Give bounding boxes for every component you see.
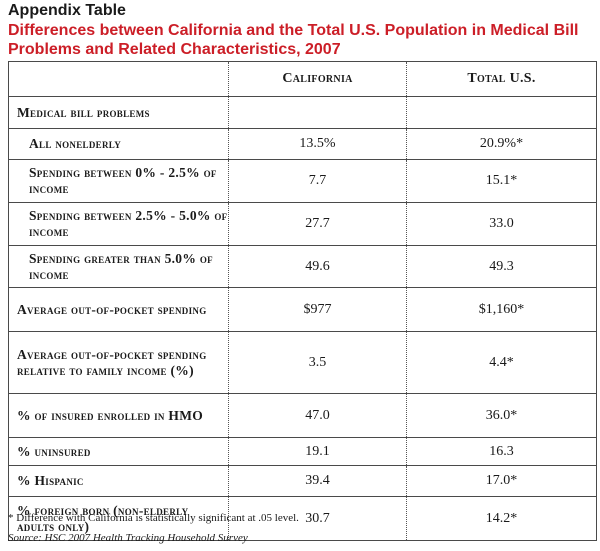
total-us-value: 16.3 bbox=[406, 437, 597, 466]
page-header: Appendix Table Differences between Calif… bbox=[8, 2, 598, 59]
table-row: Spending between 0% - 2.5% of income 7.7… bbox=[8, 159, 597, 203]
row-label: All nonelderly bbox=[8, 128, 229, 160]
total-us-value: $1,160* bbox=[406, 287, 597, 332]
header-empty-cell bbox=[8, 61, 229, 97]
california-value: 39.4 bbox=[228, 465, 407, 497]
row-label: Average out-of-pocket spending bbox=[8, 287, 229, 332]
total-us-value bbox=[406, 96, 597, 129]
row-label: % foreign born (non-elderly adults only) bbox=[8, 496, 229, 541]
total-us-value: 36.0* bbox=[406, 393, 597, 438]
table-row: Average out-of-pocket spending relative … bbox=[8, 331, 597, 394]
source-note: Source: HSC 2007 Health Tracking Househo… bbox=[8, 532, 248, 544]
table-title: Differences between California and the T… bbox=[8, 22, 579, 58]
appendix-label: Appendix Table bbox=[8, 2, 126, 19]
data-table: California Total U.S. Medical bill probl… bbox=[8, 61, 597, 541]
total-us-value: 14.2* bbox=[406, 496, 597, 541]
table-row: Spending greater than 5.0% of income 49.… bbox=[8, 245, 597, 288]
total-us-value: 20.9%* bbox=[406, 128, 597, 160]
column-header-california: California bbox=[228, 61, 407, 97]
california-value: 19.1 bbox=[228, 437, 407, 466]
table-row: % of insured enrolled in HMO 47.0 36.0* bbox=[8, 393, 597, 438]
california-value: 30.7 bbox=[228, 496, 407, 541]
table-row: Medical bill problems bbox=[8, 96, 597, 129]
california-value: 3.5 bbox=[228, 331, 407, 394]
california-value: 27.7 bbox=[228, 202, 407, 246]
row-label: Spending greater than 5.0% of income bbox=[8, 245, 229, 288]
total-us-value: 4.4* bbox=[406, 331, 597, 394]
row-label: % of insured enrolled in HMO bbox=[8, 393, 229, 438]
row-label: % Hispanic bbox=[8, 465, 229, 497]
total-us-value: 15.1* bbox=[406, 159, 597, 203]
table-row: % foreign born (non-elderly adults only)… bbox=[8, 496, 597, 541]
row-label: Medical bill problems bbox=[8, 96, 229, 129]
significance-footnote: * Difference with California is statisti… bbox=[8, 512, 299, 524]
california-value: 13.5% bbox=[228, 128, 407, 160]
row-label: Spending between 0% - 2.5% of income bbox=[8, 159, 229, 203]
table-row: % uninsured 19.1 16.3 bbox=[8, 437, 597, 466]
california-value: 7.7 bbox=[228, 159, 407, 203]
california-value bbox=[228, 96, 407, 129]
table-row: % Hispanic 39.4 17.0* bbox=[8, 465, 597, 497]
total-us-value: 49.3 bbox=[406, 245, 597, 288]
california-value: 49.6 bbox=[228, 245, 407, 288]
row-label: Spending between 2.5% - 5.0% of income bbox=[8, 202, 229, 246]
table-header-row: California Total U.S. bbox=[8, 61, 597, 97]
total-us-value: 33.0 bbox=[406, 202, 597, 246]
row-label: Average out-of-pocket spending relative … bbox=[8, 331, 229, 394]
california-value: 47.0 bbox=[228, 393, 407, 438]
column-header-total-us: Total U.S. bbox=[406, 61, 597, 97]
data-table-container: California Total U.S. Medical bill probl… bbox=[8, 61, 597, 541]
table-row: Spending between 2.5% - 5.0% of income 2… bbox=[8, 202, 597, 246]
table-row: Average out-of-pocket spending $977 $1,1… bbox=[8, 287, 597, 332]
table-row: All nonelderly 13.5% 20.9%* bbox=[8, 128, 597, 160]
row-label: % uninsured bbox=[8, 437, 229, 466]
total-us-value: 17.0* bbox=[406, 465, 597, 497]
california-value: $977 bbox=[228, 287, 407, 332]
